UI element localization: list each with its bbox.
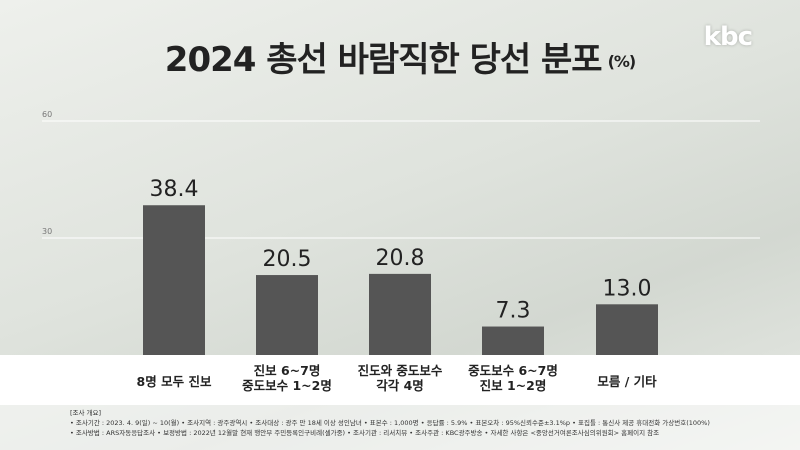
footer-heading: [조사 개요] — [70, 409, 102, 417]
category-label-5-line-1: 모름 / 기타 — [597, 374, 657, 389]
y-tick-label-60: 60 — [42, 110, 52, 119]
bar-3 — [369, 273, 431, 355]
category-label-band — [0, 355, 800, 405]
category-label-1-line-1: 8명 모두 진보 — [137, 374, 212, 389]
bar-value-label-2: 20.5 — [263, 247, 312, 272]
bar-5 — [596, 304, 658, 355]
bar-value-label-4: 7.3 — [496, 299, 531, 324]
bar-value-label-3: 20.8 — [376, 246, 425, 271]
category-label-3-line-1: 진도와 중도보수 — [358, 363, 443, 378]
bar-value-label-1: 38.4 — [150, 177, 199, 202]
kbc-logo: kbc — [703, 22, 753, 52]
category-label-4-line-2: 진보 1~2명 — [480, 378, 547, 393]
category-label-4-line-1: 중도보수 6~7명 — [468, 363, 558, 378]
chart-title: 2024 총선 바람직한 당선 분포 (%) — [0, 32, 800, 81]
bar-2 — [256, 275, 318, 355]
bar-1 — [143, 205, 205, 355]
category-label-2-line-2: 중도보수 1~2명 — [242, 378, 332, 393]
bar-value-label-5: 13.0 — [603, 276, 652, 301]
category-label-3-line-2: 각각 4명 — [376, 378, 424, 393]
chart-title-text: 2024 총선 바람직한 당선 분포 — [164, 40, 603, 80]
y-tick-label-30: 30 — [42, 227, 52, 236]
footer-line-1: • 조사기간 : 2023. 4. 9(일) ~ 10(월) • 조사지역 : … — [70, 419, 710, 427]
category-label-2-line-1: 진보 6~7명 — [254, 363, 321, 378]
footer-line-2: • 조사방법 : ARS자동응답조사 • 보정방법 : 2022년 12월말 현… — [70, 429, 660, 437]
chart-unit: (%) — [607, 52, 637, 71]
bar-4 — [482, 326, 544, 355]
survey-footer: [조사 개요] • 조사기간 : 2023. 4. 9(일) ~ 10(월) •… — [0, 405, 800, 450]
